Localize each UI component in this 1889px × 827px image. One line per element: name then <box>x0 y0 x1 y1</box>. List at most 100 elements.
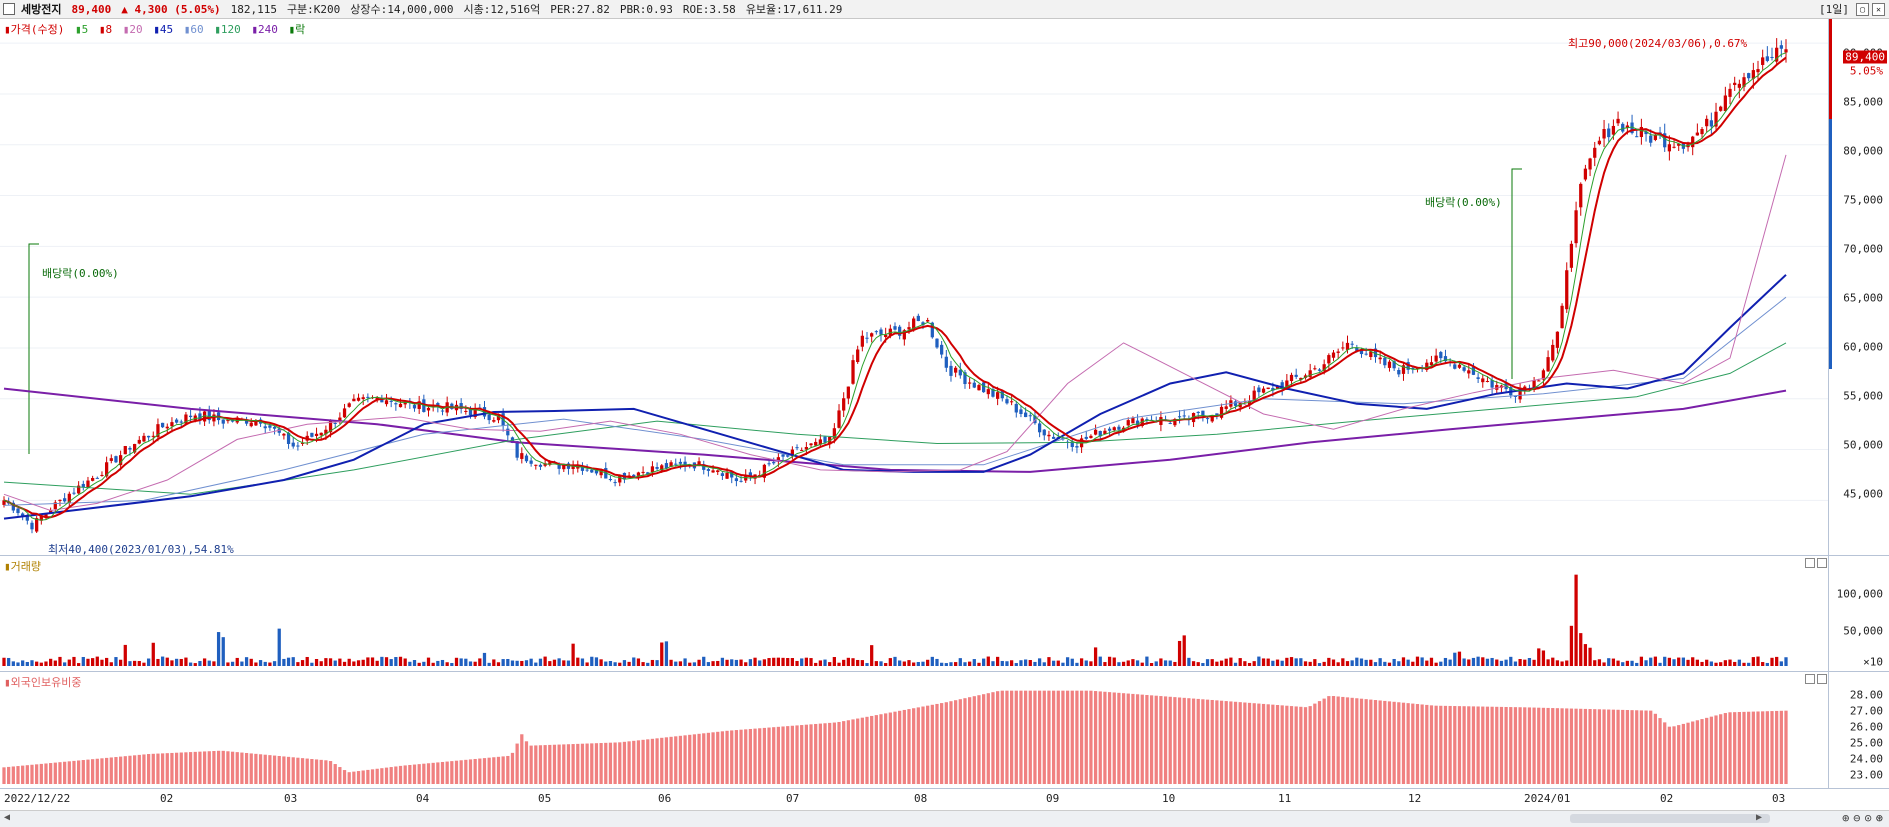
candle-body <box>1289 374 1294 382</box>
volume-bar <box>851 658 855 666</box>
candle-body <box>1345 342 1350 350</box>
scroll-thumb[interactable] <box>1570 814 1770 823</box>
candle-body <box>342 408 347 418</box>
volume-bar <box>1471 657 1476 666</box>
volume-bar <box>375 660 379 666</box>
zoom-out-icon[interactable]: ⊖ <box>1853 811 1861 825</box>
foreign-bar <box>884 713 888 784</box>
foreign-bar <box>1271 704 1275 784</box>
legend-ma60[interactable]: ▮60 <box>183 23 204 36</box>
foreign-bar <box>1532 707 1536 784</box>
pane-close-button[interactable] <box>1817 558 1827 568</box>
candle-body <box>1653 135 1658 140</box>
volume-bar <box>1737 659 1741 666</box>
candle-body <box>860 335 864 347</box>
volume-bar <box>1065 657 1070 666</box>
zoom-in-icon[interactable]: ⊕ <box>1842 811 1850 825</box>
foreign-bar <box>1112 692 1116 784</box>
foreign-bar <box>870 715 874 784</box>
volume-bar <box>1103 662 1107 666</box>
volume-bar <box>1425 660 1429 666</box>
foreign-bar <box>1397 702 1401 784</box>
candle-body <box>804 447 808 450</box>
foreign-bar <box>436 762 440 784</box>
candle-body <box>1168 422 1172 424</box>
foreign-bar <box>1583 708 1588 784</box>
foreign-bar <box>268 755 272 784</box>
volume-bar <box>702 656 706 666</box>
scroll-right-icon[interactable]: ▶ <box>1756 812 1763 823</box>
pane-minimize-button[interactable] <box>1805 674 1815 684</box>
candle-body <box>151 435 155 437</box>
volume-bar <box>590 656 594 666</box>
candle-body <box>375 397 379 400</box>
foreign-bar <box>1644 710 1648 784</box>
volume-bar <box>422 661 426 666</box>
legend-ma8[interactable]: ▮8 <box>98 23 113 36</box>
horizontal-scrollbar[interactable]: ◀ ▶ ⊕ ⊖ ⊙ ⊛ <box>0 810 1889 827</box>
pane-minimize-button[interactable] <box>1805 558 1815 568</box>
pane-close-button[interactable] <box>1817 674 1827 684</box>
legend-ma20[interactable]: ▮20 <box>122 23 143 36</box>
candle-body <box>1401 365 1406 374</box>
legend-price[interactable]: ▮가격(수정) <box>4 23 65 36</box>
volume-bar <box>585 662 589 666</box>
legend-ma120[interactable]: ▮120 <box>214 23 241 36</box>
zoom-fit-icon[interactable]: ⊛ <box>1875 811 1883 825</box>
price-chart[interactable] <box>0 19 1829 555</box>
volume-bar <box>100 659 104 666</box>
foreign-bar <box>921 706 925 784</box>
candle-body <box>520 453 524 459</box>
volume-bar <box>837 662 841 666</box>
volume-bar <box>1177 640 1182 666</box>
foreign-bar <box>1453 706 1457 784</box>
select-checkbox[interactable] <box>3 3 15 15</box>
foreign-bar <box>39 763 43 784</box>
down-range-bar <box>1829 119 1832 369</box>
candle-body <box>473 408 477 418</box>
volume-bar <box>370 657 375 666</box>
candle-body <box>1677 143 1681 146</box>
foreign-bar <box>412 764 417 784</box>
volume-bar <box>1691 657 1695 666</box>
foreign-bar <box>1401 702 1406 784</box>
candle-body <box>678 461 683 464</box>
volume-bar <box>1597 659 1602 666</box>
foreign-ownership-chart[interactable] <box>0 672 1829 788</box>
volume-legend[interactable]: ▮거래량 <box>4 560 41 573</box>
volume-bar <box>767 658 771 666</box>
legend-ma5[interactable]: ▮5 <box>74 23 89 36</box>
foreign-legend[interactable]: ▮외국인보유비중 <box>4 676 82 689</box>
volume-chart[interactable] <box>0 556 1829 671</box>
period-selector[interactable]: [1일] <box>1819 3 1849 16</box>
foreign-bar <box>1359 698 1364 784</box>
foreign-bar <box>487 757 491 784</box>
volume-bar <box>1271 660 1275 666</box>
volume-bar <box>352 661 356 666</box>
foreign-bar <box>1649 710 1653 784</box>
foreign-bar <box>212 751 216 784</box>
foreign-bar <box>338 767 342 784</box>
foreign-bar <box>888 712 892 784</box>
volume-bar <box>524 660 529 666</box>
close-button[interactable]: ✕ <box>1872 2 1885 16</box>
legend-ma45[interactable]: ▮45 <box>153 23 174 36</box>
legend-drop[interactable]: ▮락 <box>288 23 306 36</box>
restore-button[interactable]: ▢ <box>1856 2 1869 16</box>
foreign-bar <box>188 752 193 784</box>
legend-ma240[interactable]: ▮240 <box>251 23 278 36</box>
volume-bar <box>1499 660 1504 666</box>
volume-bar <box>730 659 734 666</box>
scroll-left-icon[interactable]: ◀ <box>4 812 11 823</box>
candle-body <box>333 422 337 424</box>
volume-bar <box>1448 659 1452 666</box>
dividend-marker <box>28 243 39 454</box>
volume-bar <box>982 658 986 666</box>
volume-bar <box>622 660 627 666</box>
volume-bar <box>678 661 683 666</box>
candle-body <box>1761 57 1765 65</box>
zoom-reset-icon[interactable]: ⊙ <box>1864 811 1872 825</box>
candle-body <box>403 401 407 405</box>
volume-bar <box>426 657 431 666</box>
foreign-bar <box>655 738 659 784</box>
